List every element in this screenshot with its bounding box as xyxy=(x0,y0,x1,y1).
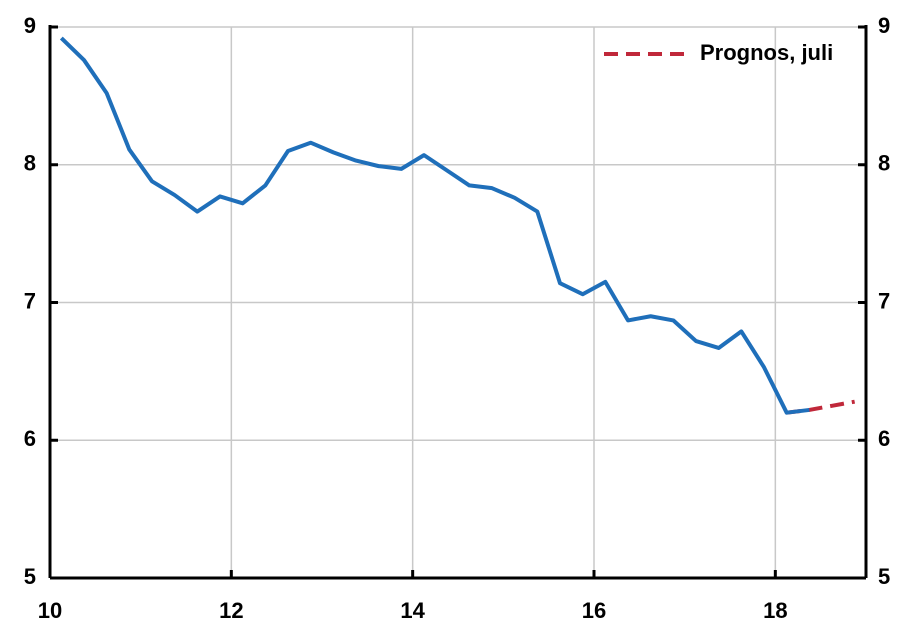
y-tick-label: 6 xyxy=(24,426,36,451)
y-tick-label: 9 xyxy=(24,13,36,38)
y-tick-label: 5 xyxy=(24,564,36,589)
y-tick-label: 8 xyxy=(24,151,36,176)
legend-label: Prognos, juli xyxy=(700,40,833,65)
y-tick-label: 7 xyxy=(24,288,36,313)
x-tick-label: 16 xyxy=(582,598,606,623)
x-tick-label: 14 xyxy=(400,598,425,623)
x-tick-label: 12 xyxy=(219,598,243,623)
x-tick-label: 18 xyxy=(763,598,787,623)
y2-tick-label: 9 xyxy=(878,13,890,38)
y2-tick-label: 8 xyxy=(878,151,890,176)
y2-tick-label: 6 xyxy=(878,426,890,451)
y2-tick-label: 5 xyxy=(878,564,890,589)
y2-tick-label: 7 xyxy=(878,288,890,313)
series-line xyxy=(59,36,810,415)
x-tick-label: 10 xyxy=(38,598,62,623)
